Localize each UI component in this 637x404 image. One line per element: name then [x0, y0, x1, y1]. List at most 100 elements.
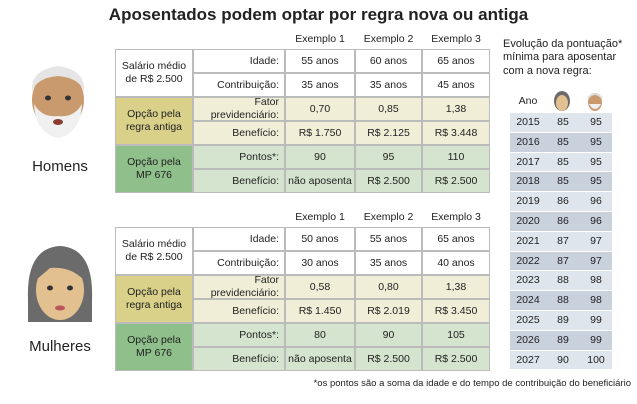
section-label: Opção pela MP 676 — [115, 145, 193, 193]
score-cell: 90 — [546, 350, 580, 371]
mini-woman — [554, 91, 570, 111]
year-cell: 2027 — [510, 350, 546, 371]
value-cell: 95 — [355, 145, 422, 169]
value-cell: R$ 1.450 — [285, 299, 355, 323]
value-cell: 35 anos — [355, 251, 422, 275]
year-cell: 2021 — [510, 231, 546, 252]
year-cell: 2020 — [510, 212, 546, 232]
score-cell: 98 — [580, 271, 612, 292]
footnote: *os pontos são a soma da idade e do temp… — [313, 378, 631, 390]
year-cell: 2022 — [510, 251, 546, 272]
score-cell: 95 — [580, 132, 612, 153]
section-label: Opção pela regra antiga — [115, 275, 193, 323]
value-cell: R$ 2.019 — [355, 299, 422, 323]
section-label: Salário médio de R$ 2.500 — [115, 49, 193, 97]
section-label: Opção pela regra antiga — [115, 97, 193, 145]
value-cell: R$ 3.448 — [422, 121, 490, 145]
row-label: Fator previdenciário: — [193, 274, 285, 299]
value-cell: R$ 2.500 — [355, 347, 422, 371]
column-header: Exemplo 1 — [295, 210, 345, 223]
value-cell: 40 anos — [422, 251, 490, 275]
score-cell: 88 — [546, 291, 580, 311]
score-cell: 95 — [580, 172, 612, 193]
value-cell: R$ 3.450 — [422, 299, 490, 323]
woman-face — [27, 246, 93, 322]
value-cell: R$ 2.500 — [422, 347, 490, 371]
row-label: Contribuição: — [193, 73, 285, 97]
value-cell: 50 anos — [285, 227, 355, 251]
title: Aposentados podem optar por regra nova o… — [108, 4, 529, 24]
score-cell: 87 — [546, 231, 580, 252]
year-cell: 2025 — [510, 311, 546, 331]
value-cell: 0,80 — [355, 275, 422, 299]
year-cell: 2017 — [510, 152, 546, 173]
evolution-caption: Evolução da pontuação* mínima para apose… — [503, 38, 623, 77]
value-cell: 60 anos — [355, 49, 422, 73]
value-cell: 45 anos — [422, 73, 490, 97]
column-header: Exemplo 3 — [431, 32, 481, 45]
column-header: Exemplo 2 — [363, 32, 414, 45]
score-cell: 87 — [546, 251, 580, 272]
year-cell: 2024 — [510, 291, 546, 311]
value-cell: 110 — [422, 145, 490, 169]
value-cell: 35 anos — [285, 73, 355, 97]
column-header: Exemplo 1 — [295, 32, 345, 45]
value-cell: 65 anos — [422, 227, 490, 251]
row-label: Idade: — [193, 227, 285, 251]
score-cell: 97 — [580, 251, 612, 272]
score-cell: 85 — [546, 132, 580, 153]
group-label: Mulheres — [29, 338, 91, 355]
man-face — [31, 66, 85, 138]
score-cell: 99 — [580, 311, 612, 331]
score-cell: 89 — [546, 330, 580, 351]
value-cell: 0,58 — [285, 275, 355, 299]
score-cell: 96 — [580, 212, 612, 232]
score-cell: 96 — [580, 192, 612, 212]
value-cell: 35 anos — [355, 73, 422, 97]
group-label: Homens — [32, 158, 88, 175]
value-cell: 105 — [422, 323, 490, 347]
year-cell: 2019 — [510, 192, 546, 212]
value-cell: 0,85 — [355, 97, 422, 121]
score-cell: 86 — [546, 192, 580, 212]
score-cell: 97 — [580, 231, 612, 252]
value-cell: 90 — [355, 323, 422, 347]
score-cell: 85 — [546, 152, 580, 173]
row-label: Benefício: — [193, 299, 285, 323]
value-cell: 30 anos — [285, 251, 355, 275]
section-label: Salário médio de R$ 2.500 — [115, 227, 193, 275]
value-cell: não aposenta — [285, 347, 355, 371]
value-cell: 55 anos — [355, 227, 422, 251]
year-cell: 2026 — [510, 330, 546, 351]
row-label: Benefício: — [193, 169, 285, 193]
value-cell: R$ 2.500 — [355, 169, 422, 193]
value-cell: 80 — [285, 323, 355, 347]
score-cell: 98 — [580, 291, 612, 311]
score-cell: 100 — [580, 350, 612, 371]
value-cell: R$ 2.125 — [355, 121, 422, 145]
year-cell: 2015 — [510, 113, 546, 133]
column-header: Exemplo 3 — [431, 210, 481, 223]
value-cell: R$ 2.500 — [422, 169, 490, 193]
value-cell: não aposenta — [285, 169, 355, 193]
row-label: Pontos*: — [193, 145, 285, 169]
score-cell: 86 — [546, 212, 580, 232]
score-cell: 89 — [546, 311, 580, 331]
row-label: Idade: — [193, 49, 285, 73]
year-cell: 2016 — [510, 132, 546, 153]
value-cell: 65 anos — [422, 49, 490, 73]
value-cell: 55 anos — [285, 49, 355, 73]
value-cell: R$ 1.750 — [285, 121, 355, 145]
row-label: Benefício: — [193, 121, 285, 145]
value-cell: 0,70 — [285, 97, 355, 121]
score-cell: 85 — [546, 113, 580, 133]
row-label: Fator previdenciário: — [193, 96, 285, 121]
score-cell: 88 — [546, 271, 580, 292]
score-cell: 95 — [580, 152, 612, 173]
year-cell: 2018 — [510, 172, 546, 193]
value-cell: 90 — [285, 145, 355, 169]
year-header: Ano — [518, 94, 538, 107]
column-header: Exemplo 2 — [363, 210, 414, 223]
